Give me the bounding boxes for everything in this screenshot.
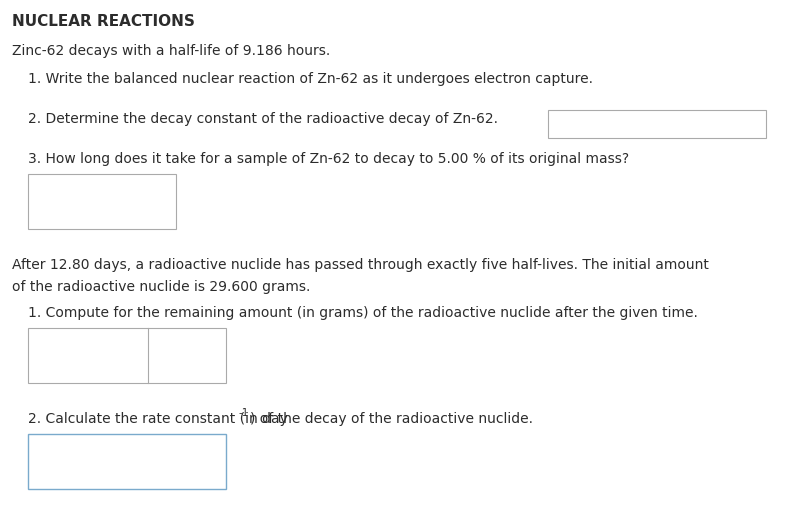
Bar bbox=[28, 328, 226, 383]
Text: 2. Calculate the rate constant (in day: 2. Calculate the rate constant (in day bbox=[28, 412, 288, 426]
Text: ) of the decay of the radioactive nuclide.: ) of the decay of the radioactive nuclid… bbox=[250, 412, 533, 426]
Text: After 12.80 days, a radioactive nuclide has passed through exactly five half-liv: After 12.80 days, a radioactive nuclide … bbox=[12, 258, 709, 272]
Bar bbox=[548, 110, 766, 138]
Text: 2. Determine the decay constant of the radioactive decay of Zn-62.: 2. Determine the decay constant of the r… bbox=[28, 112, 498, 126]
Text: 1. Write the balanced nuclear reaction of Zn-62 as it undergoes electron capture: 1. Write the balanced nuclear reaction o… bbox=[28, 72, 593, 86]
Bar bbox=[28, 174, 176, 229]
Text: -1: -1 bbox=[239, 408, 249, 418]
Text: 1. Compute for the remaining amount (in grams) of the radioactive nuclide after : 1. Compute for the remaining amount (in … bbox=[28, 306, 698, 320]
Text: Zinc-62 decays with a half-life of 9.186 hours.: Zinc-62 decays with a half-life of 9.186… bbox=[12, 44, 331, 58]
Text: NUCLEAR REACTIONS: NUCLEAR REACTIONS bbox=[12, 14, 195, 29]
Bar bbox=[28, 434, 226, 489]
Text: 3. How long does it take for a sample of Zn-62 to decay to 5.00 % of its origina: 3. How long does it take for a sample of… bbox=[28, 152, 629, 166]
Text: of the radioactive nuclide is 29.600 grams.: of the radioactive nuclide is 29.600 gra… bbox=[12, 280, 310, 294]
